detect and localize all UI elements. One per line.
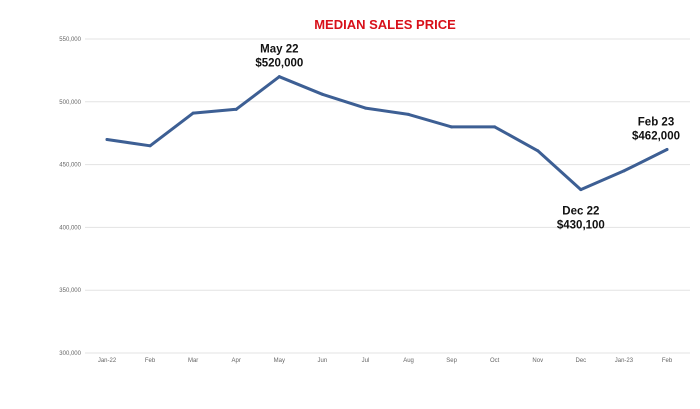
y-tick-label: 400,000 xyxy=(59,225,81,231)
x-tick-label: Oct xyxy=(490,358,500,364)
data-point xyxy=(363,106,367,110)
data-label: $430,100 xyxy=(557,220,605,232)
x-tick-label: Jan-22 xyxy=(98,358,117,364)
data-point xyxy=(450,125,454,129)
y-tick-label: 500,000 xyxy=(59,100,81,106)
y-tick-label: 550,000 xyxy=(59,37,81,43)
x-tick-label: Feb xyxy=(662,358,673,364)
x-tick-label: Feb xyxy=(145,358,156,364)
series-layer xyxy=(105,75,669,192)
data-point xyxy=(191,111,195,115)
data-point xyxy=(579,188,583,192)
data-point xyxy=(536,149,540,153)
data-point xyxy=(407,112,411,116)
y-tick-label: 300,000 xyxy=(59,351,81,357)
data-point xyxy=(234,107,238,111)
x-tick-label: Jul xyxy=(362,358,370,364)
data-label: $520,000 xyxy=(255,58,303,70)
x-tick-label: Jan-23 xyxy=(615,358,634,364)
data-label: $462,000 xyxy=(632,131,680,143)
y-axis-ticks: 300,000 350,000 400,000 450,000 500,000 550,0… xyxy=(59,37,81,357)
data-point xyxy=(665,148,669,152)
data-label: Dec 22 xyxy=(562,206,599,218)
y-tick-label: 450,000 xyxy=(59,163,81,169)
data-point xyxy=(105,137,109,141)
data-point xyxy=(320,92,324,96)
x-axis-ticks: Jan-22 Feb Mar Apr May Jun Jul Aug Sep Oct Nov Dec J… xyxy=(98,358,673,364)
data-point xyxy=(148,144,152,148)
x-tick-label: Apr xyxy=(232,358,241,364)
data-point xyxy=(277,75,281,79)
x-tick-label: Dec xyxy=(576,358,587,364)
gridlines xyxy=(85,38,690,354)
data-label: Feb 23 xyxy=(638,117,674,129)
y-tick-label: 350,000 xyxy=(59,288,81,294)
x-tick-label: May xyxy=(274,358,285,364)
x-tick-label: Sep xyxy=(446,358,457,364)
data-point xyxy=(493,125,497,129)
x-tick-label: Aug xyxy=(403,358,414,364)
annotations: May 22 $520,000 Dec 22 $430,100 Feb 23 $462,0… xyxy=(255,44,680,232)
x-tick-label: Mar xyxy=(188,358,198,364)
x-tick-label: Jun xyxy=(318,358,328,364)
data-point xyxy=(622,169,626,173)
x-tick-label: Nov xyxy=(532,358,543,364)
series-line xyxy=(105,75,669,192)
data-label: May 22 xyxy=(260,44,298,56)
chart-title: MEDIAN SALES PRICE xyxy=(314,17,456,32)
